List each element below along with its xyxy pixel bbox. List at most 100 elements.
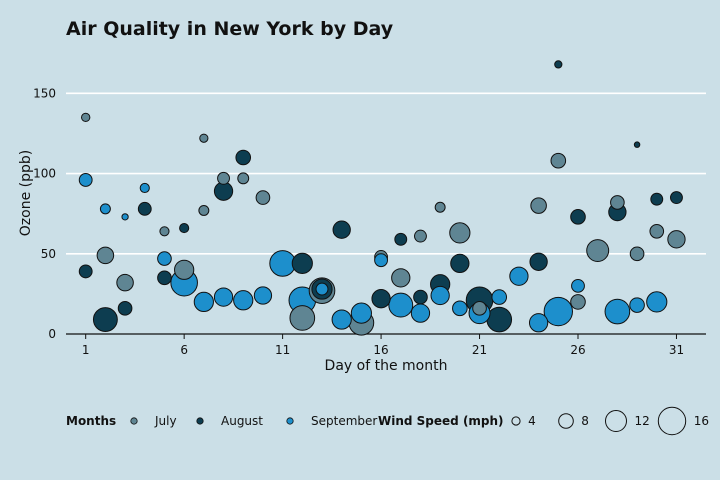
y-tick-label: 100 <box>33 167 56 181</box>
point-august <box>78 264 93 279</box>
point-august <box>371 289 391 309</box>
point-september <box>452 300 468 317</box>
point-september <box>99 203 111 215</box>
point-july <box>530 197 547 214</box>
y-tick-label: 50 <box>41 247 56 261</box>
point-august <box>633 141 641 148</box>
x-tick-label: 6 <box>180 343 188 357</box>
point-september <box>491 289 508 305</box>
point-july <box>667 230 686 249</box>
point-september <box>646 291 668 313</box>
point-september <box>388 292 414 318</box>
point-august <box>137 201 152 216</box>
point-september <box>374 253 388 268</box>
legend-size-circle <box>657 406 687 436</box>
x-tick-label: 21 <box>472 343 487 357</box>
legend-swatch-august <box>196 417 204 425</box>
point-september <box>315 282 329 296</box>
point-august <box>332 220 351 239</box>
point-july <box>449 222 471 244</box>
point-july <box>391 268 411 288</box>
x-tick-label: 11 <box>275 343 290 357</box>
point-september <box>213 287 234 307</box>
x-axis-label: Day of the month <box>325 358 448 374</box>
point-september <box>331 309 352 330</box>
legend-size-label: 12 <box>635 414 650 428</box>
point-august <box>570 209 586 225</box>
point-july <box>434 201 446 213</box>
x-tick-label: 31 <box>669 343 684 357</box>
point-august <box>529 252 548 271</box>
point-august <box>413 289 428 305</box>
x-tick-label: 16 <box>373 343 388 357</box>
point-july <box>570 294 586 310</box>
legend-swatch-july <box>130 417 138 425</box>
legend-size-circle <box>605 410 627 432</box>
legend-size-circle <box>511 416 521 426</box>
legend-size-label: 8 <box>581 414 589 428</box>
legend-label-july: July <box>154 414 177 428</box>
chart-title: Air Quality in New York by Day <box>66 18 394 40</box>
point-september <box>604 298 631 325</box>
point-september <box>430 285 450 306</box>
point-july <box>159 226 170 237</box>
legend-color-title: Months <box>66 414 116 428</box>
legend-size-circle <box>558 413 574 429</box>
point-august <box>670 191 683 205</box>
point-august <box>291 252 313 274</box>
point-july <box>81 112 91 123</box>
point-september <box>139 182 150 194</box>
point-september <box>233 290 254 311</box>
point-september <box>121 213 129 221</box>
point-july <box>610 195 625 210</box>
point-september <box>629 297 645 313</box>
point-september <box>253 286 273 305</box>
point-july <box>198 204 210 216</box>
point-september <box>410 303 431 323</box>
point-september <box>269 250 296 277</box>
point-august <box>650 192 664 206</box>
point-july <box>586 239 610 263</box>
point-august <box>235 149 252 166</box>
point-july <box>217 171 230 185</box>
point-september <box>193 291 214 313</box>
point-july <box>255 190 271 205</box>
point-august <box>450 253 470 274</box>
legend-swatch-september <box>286 417 294 425</box>
point-august <box>157 270 172 286</box>
point-august <box>117 301 133 316</box>
legend-size-label: 16 <box>694 414 709 428</box>
data-points <box>78 60 686 336</box>
point-july <box>629 246 645 262</box>
y-tick-label: 150 <box>33 86 56 100</box>
legend-label-september: September <box>311 414 377 428</box>
point-july <box>414 229 427 243</box>
point-august <box>486 306 513 333</box>
point-july <box>237 172 250 185</box>
point-september <box>157 251 172 266</box>
point-july <box>289 305 316 331</box>
legend-label-august: August <box>221 414 263 428</box>
point-july <box>550 152 567 169</box>
point-july <box>96 246 115 265</box>
point-september <box>528 313 549 333</box>
point-september <box>509 266 529 286</box>
point-july <box>472 301 487 316</box>
point-august <box>554 60 563 69</box>
legend-size-label: 4 <box>528 414 536 428</box>
point-september <box>78 173 93 187</box>
x-tick-label: 26 <box>570 343 585 357</box>
point-july <box>649 223 665 239</box>
y-tick-label: 0 <box>48 327 56 341</box>
point-july <box>116 273 134 292</box>
point-july <box>199 133 209 143</box>
y-axis-label: Ozone (ppb) <box>18 150 34 236</box>
point-august <box>394 232 408 246</box>
legend: Months July August September Wind Speed (mph… <box>66 406 709 436</box>
legend-size-title: Wind Speed (mph) <box>378 414 504 428</box>
point-september <box>543 296 573 327</box>
point-august <box>92 307 118 332</box>
x-tick-label: 1 <box>82 343 90 357</box>
